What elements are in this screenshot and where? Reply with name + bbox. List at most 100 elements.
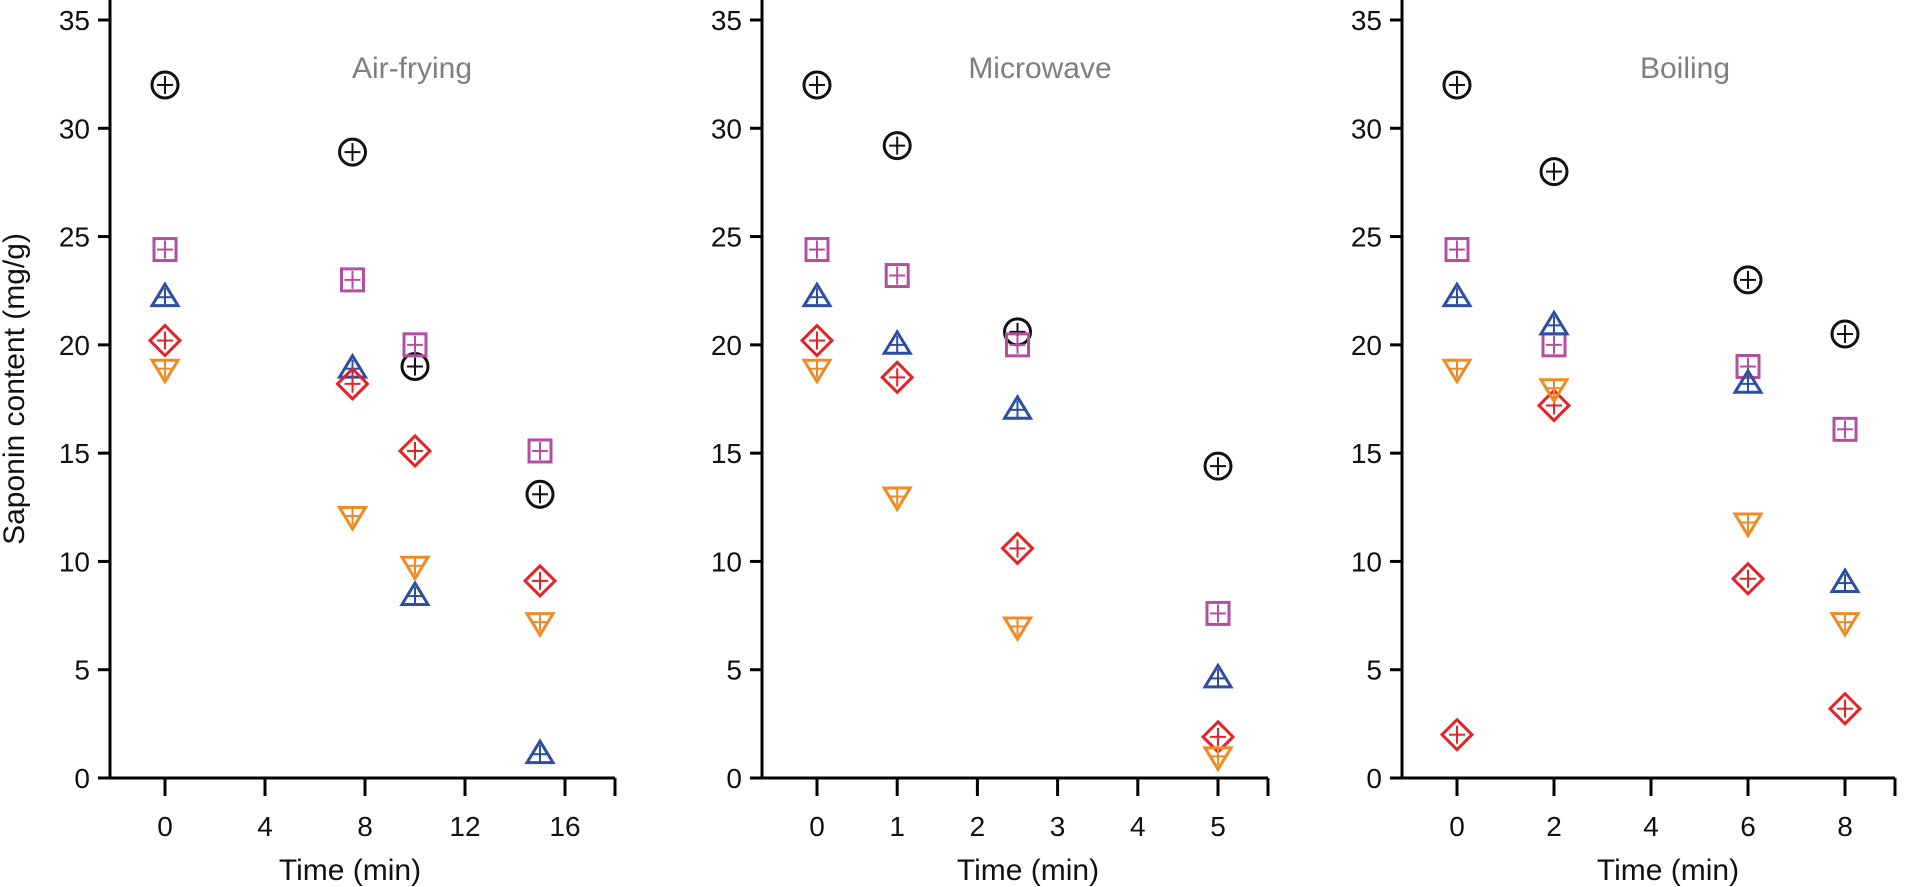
- data-point-triangle-up: [336, 352, 369, 379]
- data-point-diamond: [147, 323, 183, 358]
- panel-boiling: 0 5 10 15 20 25 30 35 0 2 4 6 8 Boiling Time (min): [1351, 0, 1897, 887]
- data-point-circle: [1830, 319, 1860, 349]
- data-point-square: [527, 438, 553, 464]
- y-tick-label: 20: [711, 330, 742, 361]
- x-tick-label: 5: [1210, 811, 1226, 842]
- x-tick-label: 2: [970, 811, 986, 842]
- data-point-triangle-down: [1732, 512, 1764, 539]
- x-axis-title: Time (min): [279, 854, 421, 887]
- data-point-triangle-up: [1732, 367, 1764, 394]
- data-point-circle: [338, 137, 367, 167]
- y-tick-label: 0: [74, 763, 90, 794]
- data-point-circle: [1539, 157, 1569, 187]
- data-point-square: [1541, 332, 1567, 358]
- x-tick-label: 3: [1050, 811, 1066, 842]
- y-tick-label: 35: [711, 5, 742, 36]
- data-point-square: [402, 332, 428, 358]
- x-tick-label: 16: [549, 811, 580, 842]
- data-point-square: [1444, 237, 1470, 263]
- panel-title: Microwave: [968, 52, 1111, 85]
- x-axis-title: Time (min): [957, 854, 1099, 887]
- x-tick-label: 4: [1643, 811, 1659, 842]
- data-point-diamond: [880, 360, 915, 395]
- y-tick-label: 30: [711, 113, 742, 144]
- panel-air-frying: 0 5 10 15 20 25 30 35 0 4 8 12 16 Air-frying Time (min…: [0, 0, 617, 887]
- data-point-circle: [400, 352, 430, 382]
- data-point-triangle-down: [1829, 612, 1861, 638]
- data-point-triangle-down: [336, 505, 369, 532]
- data-point-diamond: [1439, 717, 1475, 752]
- data-point-diamond: [799, 323, 835, 358]
- data-point-triangle-up: [149, 281, 181, 308]
- y-tick-label: 10: [711, 546, 742, 577]
- x-tick-label: 0: [157, 811, 173, 842]
- y-tick-label: 30: [59, 113, 90, 144]
- y-tick-label: 15: [711, 438, 742, 469]
- x-tick-label: 8: [1837, 811, 1853, 842]
- data-point-triangle-down: [149, 358, 181, 385]
- y-axis-title: Saponin content (mg/g): [0, 233, 31, 545]
- data-point-triangle-down: [1538, 378, 1570, 405]
- data-point-triangle-up: [524, 738, 556, 765]
- data-point-square: [1832, 416, 1858, 442]
- x-tick-label: 6: [1740, 811, 1756, 842]
- data-point-triangle-down: [524, 612, 556, 638]
- data-point-circle: [802, 70, 832, 100]
- data-point-square: [884, 263, 910, 289]
- y-tick-label: 35: [59, 5, 90, 36]
- x-tick-label: 12: [449, 811, 480, 842]
- data-point-triangle-up: [881, 328, 913, 355]
- y-tick-label: 5: [74, 655, 90, 686]
- y-tick-label: 20: [1351, 330, 1382, 361]
- data-point-circle: [150, 70, 180, 100]
- data-point-triangle-up: [1001, 393, 1034, 420]
- data-point-triangle-up: [1441, 281, 1473, 308]
- data-point-triangle-down: [881, 486, 913, 513]
- panel-title: Boiling: [1640, 52, 1730, 85]
- data-point-square: [1735, 354, 1761, 380]
- data-point-diamond: [522, 563, 558, 599]
- data-point-triangle-up: [1829, 567, 1861, 594]
- y-tick-label: 0: [726, 763, 742, 794]
- data-point-square: [1005, 332, 1030, 358]
- data-point-circle: [1203, 451, 1233, 481]
- data-point-square: [1205, 600, 1231, 626]
- x-tick-label: 8: [357, 811, 373, 842]
- y-tick-label: 30: [1351, 113, 1382, 144]
- data-point-triangle-down: [801, 358, 833, 385]
- y-tick-label: 15: [59, 438, 90, 469]
- y-tick-label: 20: [59, 330, 90, 361]
- y-tick-label: 5: [1366, 655, 1382, 686]
- panel-title: Air-frying: [352, 52, 472, 85]
- y-tick-label: 25: [59, 222, 90, 253]
- y-tick-label: 25: [711, 222, 742, 253]
- data-point-triangle-down: [399, 555, 431, 582]
- data-point-triangle-down: [1202, 746, 1234, 773]
- y-tick-label: 35: [1351, 5, 1382, 36]
- y-tick-label: 10: [59, 546, 90, 577]
- x-tick-label: 2: [1546, 811, 1562, 842]
- x-tick-label: 4: [257, 811, 273, 842]
- y-tick-label: 15: [1351, 438, 1382, 469]
- x-axis-title: Time (min): [1597, 854, 1739, 887]
- data-point-triangle-down: [1001, 616, 1034, 643]
- data-point-circle: [1733, 265, 1763, 295]
- x-tick-label: 1: [889, 811, 905, 842]
- x-tick-label: 0: [1449, 811, 1465, 842]
- data-point-circle: [882, 131, 912, 161]
- y-tick-label: 5: [726, 655, 742, 686]
- x-tick-label: 0: [809, 811, 825, 842]
- data-point-triangle-up: [801, 281, 833, 308]
- data-point-diamond: [1827, 691, 1863, 726]
- data-point-triangle-down: [1441, 358, 1473, 385]
- panel-microwave: 0 5 10 15 20 25 30 35 0 1 2 3 4 5 Microwave Time (min): [711, 0, 1270, 887]
- y-tick-label: 25: [1351, 222, 1382, 253]
- data-point-diamond: [335, 366, 370, 401]
- data-point-circle: [525, 479, 555, 509]
- data-point-triangle-up: [399, 580, 431, 607]
- data-point-triangle-up: [1202, 662, 1234, 689]
- data-point-square: [340, 267, 365, 293]
- data-point-diamond: [1730, 561, 1766, 596]
- data-point-square: [804, 237, 830, 263]
